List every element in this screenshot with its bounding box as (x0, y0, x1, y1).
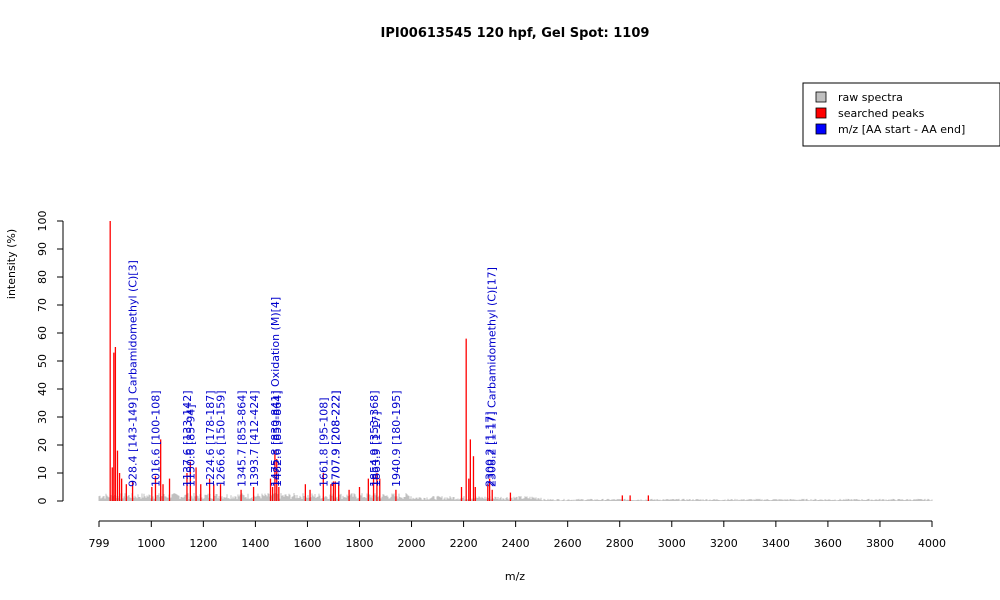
peak-annotation-label: 1707.9 [208-222] (330, 390, 343, 487)
x-axis: 799 1000 1200 1400 1600 1800 2000 2200 2400 2600 2… (89, 520, 946, 550)
peak-annotation-label: 1707.9 [208-222] (330, 390, 343, 487)
legend-box (802, 82, 1000, 147)
peak-annotation-label: 1854.9 [353-368] (368, 390, 381, 487)
legend-swatch (815, 107, 827, 119)
legend: raw spectra searched peaks m/z [AA start -… (802, 82, 1000, 147)
raw-spectra-layer (98, 493, 933, 501)
x-axis-label: m/z (505, 570, 525, 583)
peak-annotation-label: 1482.6 [853-864] (271, 390, 284, 487)
x-tick-label: 2200 (450, 537, 478, 550)
y-tick-label: 30 (36, 410, 49, 424)
x-tick-label: 1000 (137, 537, 165, 550)
y-axis: 0 10 20 30 40 50 60 70 80 90 100 (36, 211, 64, 505)
peak-annotation-label: 1940.9 [180-195] (390, 390, 403, 487)
x-tick-label: 4000 (918, 537, 946, 550)
x-tick-label: 799 (89, 537, 110, 550)
y-tick-label: 0 (36, 498, 49, 505)
peak-annotation-label: 1224.6 [178-187] (204, 390, 217, 487)
x-tick-label: 2800 (606, 537, 634, 550)
x-tick-label: 3800 (866, 537, 894, 550)
y-tick-label: 50 (36, 354, 49, 368)
legend-swatch (815, 123, 827, 135)
peak-annotation-label: 2300.2 [1-17] (484, 411, 497, 487)
x-tick-label: 1400 (241, 537, 269, 550)
x-tick-label: 3400 (762, 537, 790, 550)
legend-entry-label: raw spectra (838, 91, 903, 104)
peak-annotation-label: 1393.7 [412-424] (248, 390, 261, 487)
x-tick-label: 1600 (293, 537, 321, 550)
y-tick-label: 10 (36, 466, 49, 480)
peak-annotation-label: 928.4 [143-149] Carbamidomethyl (C)[3] (127, 260, 140, 487)
x-tick-label: 2000 (398, 537, 426, 550)
y-tick-label: 70 (36, 298, 49, 312)
y-tick-label: 40 (36, 382, 49, 396)
peak-annotation-label: 2308.2 [1-17] Carbamidomethyl (C)[17] (486, 267, 499, 487)
y-tick-label: 100 (36, 211, 49, 232)
y-tick-label: 90 (36, 242, 49, 256)
chart-title: IPI00613545 120 hpf, Gel Spot: 1109 (381, 26, 650, 41)
y-axis-label: intensity (%) (5, 229, 18, 299)
peak-annotation-label: 1345.7 [853-864] (235, 390, 248, 487)
x-tick-label: 3600 (814, 537, 842, 550)
x-tick-label: 3200 (710, 537, 738, 550)
x-tick-label: 1200 (189, 537, 217, 550)
searched-peaks-layer (109, 221, 649, 501)
x-tick-label: 3000 (658, 537, 686, 550)
peak-annotation-label: 1137.6 [133-142] (181, 390, 194, 487)
peak-annotation-label: 1863.9 [1-17] (370, 411, 383, 487)
peak-labels-layer: 928.4 [143-149] Carbamidomethyl (C)[3] 10… (127, 260, 499, 487)
legend-entry-label: m/z [AA start - AA end] (838, 123, 965, 136)
y-tick-label: 20 (36, 438, 49, 452)
x-tick-label: 2400 (502, 537, 530, 550)
y-tick-label: 80 (36, 270, 49, 284)
peak-annotation-label: 1661.8 [95-108] (318, 397, 331, 487)
x-tick-label: 1800 (345, 537, 373, 550)
peak-annotation-label: 1016.6 [100-108] (150, 390, 163, 487)
legend-entry-label: searched peaks (838, 107, 925, 120)
legend-swatch (815, 91, 827, 103)
peak-annotation-label: 1150.6 [85-94] (184, 404, 197, 487)
x-tick-label: 2600 (554, 537, 582, 550)
peak-annotation-label: 1266.6 [150-159] (215, 390, 228, 487)
peak-annotation-label: 1475.8 [830-841] Oxidation (M)[4] (269, 297, 282, 487)
y-tick-label: 60 (36, 326, 49, 340)
